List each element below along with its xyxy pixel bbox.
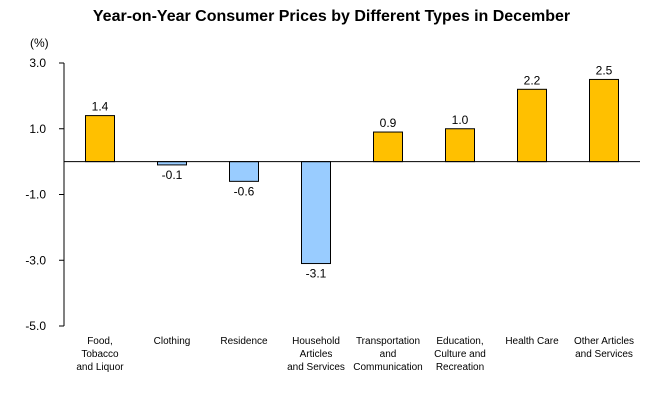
y-tick-label: 3.0 <box>29 56 46 70</box>
chart-title: Year-on-Year Consumer Prices by Differen… <box>92 8 571 25</box>
data-label: 1.0 <box>452 113 469 127</box>
data-label: -0.6 <box>234 184 255 198</box>
y-tick-label: 1.0 <box>29 122 46 136</box>
data-label: 0.9 <box>380 116 397 130</box>
bar <box>373 131 403 163</box>
category-label: Other Articles and Services <box>574 336 634 360</box>
y-tick-label: -5.0 <box>25 319 46 333</box>
data-label: -0.1 <box>162 168 183 182</box>
bar <box>445 128 475 163</box>
data-label: -3.1 <box>306 267 327 281</box>
category-label: Residence <box>220 336 268 347</box>
category-label: Health Care <box>505 336 559 347</box>
bar <box>589 78 619 163</box>
y-tick-label: -1.0 <box>25 188 46 202</box>
bar <box>517 88 547 163</box>
bar <box>301 161 331 265</box>
data-label: 2.2 <box>524 73 541 87</box>
category-label: Education, Culture and Recreation <box>434 336 486 373</box>
category-label: Food, Tobacco and Liquor <box>76 336 124 373</box>
category-label: Clothing <box>154 336 191 347</box>
category-label: Household Articles and Services <box>287 336 345 373</box>
data-label: 2.5 <box>596 63 613 77</box>
data-label: 1.4 <box>92 100 109 114</box>
category-label: Transportation and Communication <box>353 336 422 373</box>
y-tick-label: -3.0 <box>25 253 46 267</box>
y-axis-unit-label: (%) <box>30 36 49 50</box>
bar <box>229 161 259 182</box>
bar <box>85 115 115 163</box>
